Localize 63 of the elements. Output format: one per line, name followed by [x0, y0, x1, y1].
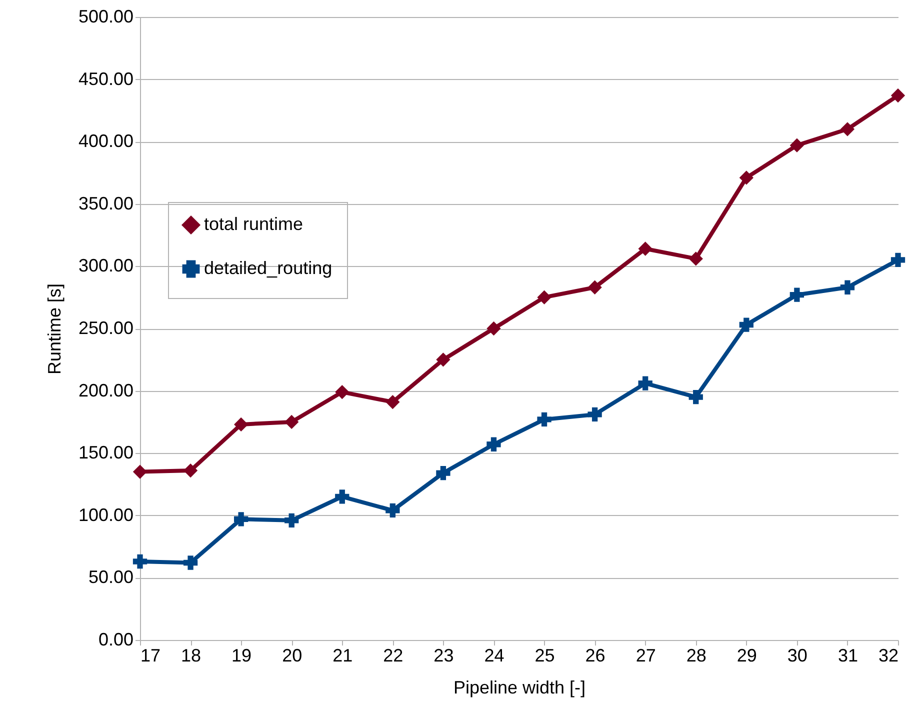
x-tick-label: 32	[878, 646, 898, 666]
point	[638, 376, 652, 390]
y-tick-label: 200.00	[78, 380, 134, 400]
point	[588, 280, 602, 294]
x-axis-title: Pipeline width [-]	[453, 678, 586, 698]
y-tick-label: 400.00	[78, 131, 134, 152]
point	[688, 390, 703, 404]
point	[840, 122, 855, 136]
legend-label: total runtime	[204, 214, 304, 234]
y-tick-label: 350.00	[78, 193, 134, 214]
point	[588, 407, 602, 422]
x-tick-label: 17	[140, 646, 161, 666]
point	[284, 513, 299, 528]
y-tick-label: 0.00	[98, 630, 134, 650]
x-tick-label: 28	[686, 646, 706, 666]
x-tick-label: 22	[383, 646, 404, 666]
point	[132, 554, 148, 569]
point	[739, 170, 754, 185]
point	[234, 417, 248, 432]
x-tick-label: 31	[838, 646, 858, 666]
x-tick-label: 29	[736, 646, 757, 666]
y-tick-label: 50.00	[88, 567, 134, 588]
y-tick-label: 300.00	[78, 256, 134, 276]
x-tick-label: 27	[636, 646, 656, 666]
point	[537, 290, 552, 304]
point	[840, 280, 855, 294]
x-tick-label: 18	[181, 646, 202, 666]
y-tick-label: 150.00	[78, 442, 134, 463]
point	[486, 321, 501, 336]
x-tick-label: 23	[434, 646, 454, 666]
y-tick-label: 450.00	[78, 68, 134, 89]
y-tick-label: 500.00	[78, 6, 134, 26]
point	[638, 242, 652, 256]
point	[183, 556, 198, 570]
legend-label: detailed_routing	[204, 258, 332, 278]
y-axis-title: Runtime [s]	[44, 283, 64, 375]
point	[790, 138, 804, 152]
point	[335, 490, 350, 504]
point	[436, 466, 450, 480]
point	[486, 437, 501, 452]
point	[386, 394, 400, 410]
x-tick-label: 20	[282, 646, 302, 666]
x-tick-label: 24	[484, 646, 504, 666]
point	[284, 414, 299, 430]
point	[890, 88, 906, 103]
point	[132, 464, 148, 479]
point	[436, 352, 450, 367]
point	[890, 252, 906, 268]
x-tick-label: 25	[534, 646, 555, 666]
y-tick-label: 250.00	[78, 318, 134, 338]
point	[537, 412, 552, 427]
point	[335, 384, 350, 400]
point	[790, 288, 804, 302]
point	[688, 252, 703, 266]
x-tick-label: 26	[585, 646, 606, 666]
x-tick-label: 21	[332, 646, 353, 666]
x-tick-label: 30	[787, 646, 808, 666]
point	[386, 503, 400, 518]
x-tick-label: 19	[232, 646, 252, 666]
point	[234, 512, 248, 526]
point	[739, 318, 754, 332]
point	[183, 463, 198, 478]
y-tick-label: 100.00	[78, 504, 134, 525]
